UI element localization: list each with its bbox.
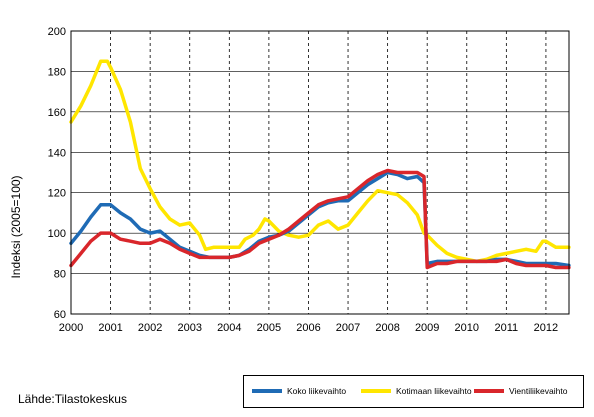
series-line-0 <box>69 170 571 268</box>
x-tick-label: 2004 <box>217 322 241 334</box>
legend-swatch-vienti <box>474 389 504 393</box>
source-text: Lähde:Tilastokeskus <box>18 392 127 406</box>
y-tick-label: 60 <box>54 309 66 321</box>
legend-label-koko: Koko liikevaihto <box>287 386 347 396</box>
x-tick-label: 2006 <box>296 322 320 334</box>
y-axis-label: Indeksi (2005=100) <box>9 175 23 278</box>
grid-layer <box>71 30 569 315</box>
x-tick-labels: 2000 2001 2002 2003 2004 2005 2006 2007 2008 2009… <box>59 322 558 334</box>
series-line-2 <box>69 168 571 270</box>
plot-frame <box>70 30 570 315</box>
legend: Koko liikevaihto Kotimaan liikevaihto Vi… <box>243 375 584 408</box>
x-tick-label: 2005 <box>257 322 281 334</box>
y-tick-label: 80 <box>54 269 66 281</box>
y-tick-label: 160 <box>48 107 66 119</box>
legend-item-koko: Koko liikevaihto <box>252 386 346 396</box>
y-tick-label: 200 <box>48 26 66 38</box>
y-tick-labels: 60 80 100 120 140 160 180 200 <box>48 26 66 321</box>
x-tick-label: 2002 <box>138 322 162 334</box>
x-tick-label: 2007 <box>336 322 360 334</box>
y-tick-label: 100 <box>48 228 66 240</box>
x-tick-label: 2010 <box>455 322 479 334</box>
legend-item-vienti: Vientiliikevaihto <box>474 386 567 396</box>
y-tick-label: 120 <box>48 188 66 200</box>
legend-label-vienti: Vientiliikevaihto <box>509 386 568 396</box>
x-tick-label: 2003 <box>177 322 201 334</box>
series-layer <box>69 59 571 270</box>
x-tick-label: 2001 <box>98 322 122 334</box>
x-tick-label: 2008 <box>375 322 399 334</box>
y-tick-label: 140 <box>48 147 66 159</box>
x-tick-label: 2012 <box>534 322 558 334</box>
x-tick-label: 2009 <box>415 322 439 334</box>
legend-swatch-kotimaan <box>361 389 391 393</box>
y-tick-label: 180 <box>48 66 66 78</box>
x-tick-label: 2011 <box>495 322 519 334</box>
x-tick-label: 2000 <box>59 322 83 334</box>
legend-label-kotimaan: Kotimaan liikevaihto <box>396 386 472 396</box>
legend-item-kotimaan: Kotimaan liikevaihto <box>361 386 472 396</box>
legend-swatch-koko <box>252 389 282 393</box>
